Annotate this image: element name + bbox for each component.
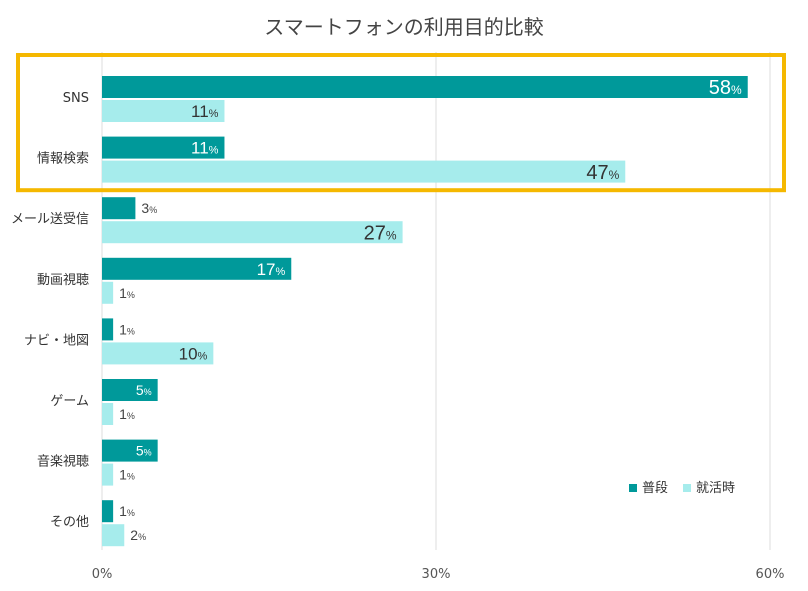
x-tick-label: 30% (422, 567, 451, 582)
bar (102, 500, 114, 523)
legend-swatch-job-hunting (683, 484, 691, 492)
legend: 普段 就活時 (629, 481, 735, 496)
data-label: 1% (119, 406, 135, 422)
highlight-box (16, 53, 786, 193)
x-axis-ticks: 0% 30% 60% (92, 567, 785, 582)
data-label: 1% (119, 321, 135, 337)
data-label: 5% (136, 382, 152, 398)
bar (102, 318, 114, 341)
category-label: 情報検索 (37, 152, 89, 167)
category-label: その他 (50, 515, 89, 530)
bars (102, 76, 748, 547)
legend-label-job-hunting: 就活時 (696, 481, 735, 496)
data-label: 1% (119, 467, 135, 483)
category-label: 音楽視聴 (37, 454, 89, 470)
bar (102, 197, 136, 220)
legend-label-ordinary: 普段 (642, 481, 668, 496)
bar (102, 524, 125, 547)
bar (102, 463, 114, 486)
category-label: ナビ・地図 (24, 333, 89, 348)
bar (102, 160, 626, 183)
data-label: 11% (191, 139, 219, 158)
x-tick-label: 0% (92, 567, 113, 582)
data-label: 1% (119, 503, 135, 519)
legend-swatch-ordinary (629, 484, 637, 492)
category-label: メール送受信 (11, 212, 89, 227)
category-label: SNS (63, 91, 89, 106)
bar (102, 257, 292, 280)
data-label: 2% (130, 527, 146, 543)
bar (102, 439, 158, 462)
bar (102, 76, 748, 98)
data-label: 5% (136, 443, 152, 459)
data-label: 3% (141, 200, 157, 216)
chart-title: スマートフォンの利用目的比較 (264, 15, 543, 39)
bar (102, 281, 114, 304)
data-labels: 58%11%11%47%3%27%17%1%1%10%5%1%5%1%1%2% (119, 77, 742, 543)
gridlines (101, 52, 771, 550)
data-label: 11% (191, 102, 219, 121)
category-label: ゲーム (50, 394, 89, 409)
data-label: 58% (709, 77, 742, 99)
bar (102, 100, 225, 122)
bar (102, 379, 158, 401)
bar (102, 136, 225, 159)
bar (102, 342, 214, 365)
data-label: 27% (364, 222, 397, 244)
data-label: 1% (119, 285, 135, 301)
highlight-frame (16, 53, 786, 193)
x-tick-label: 60% (756, 567, 785, 582)
data-label: 17% (257, 260, 286, 279)
bar (102, 403, 114, 425)
category-label: 動画視聴 (37, 273, 89, 288)
data-label: 47% (586, 162, 619, 184)
data-label: 10% (179, 345, 208, 364)
bar (102, 221, 403, 244)
